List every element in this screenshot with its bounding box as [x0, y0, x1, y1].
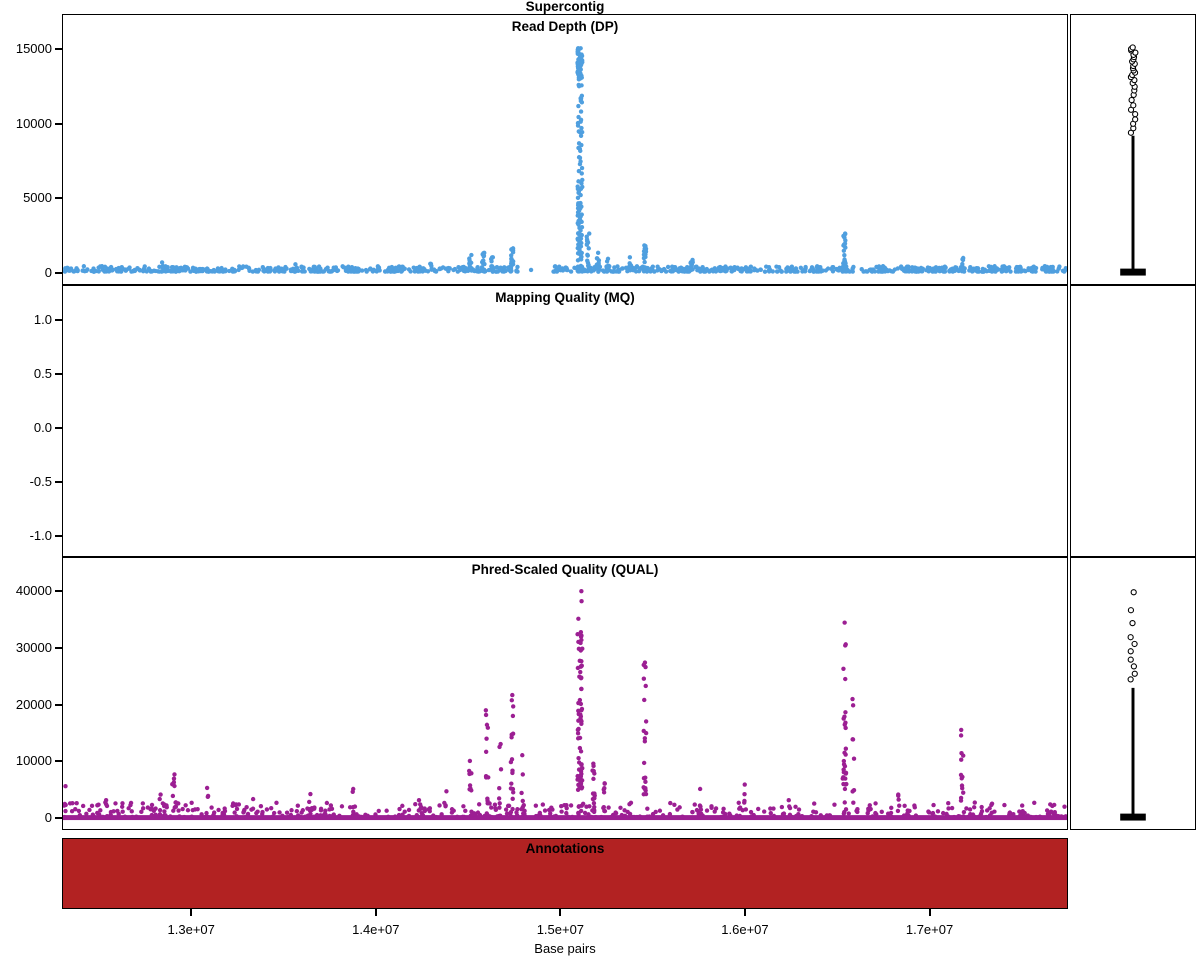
- y-tick: [55, 590, 62, 593]
- x-tick: [374, 909, 377, 916]
- mq-panel-title: Mapping Quality (MQ): [495, 290, 635, 305]
- x-tick: [928, 909, 931, 916]
- y-tick-label: 1.0: [33, 311, 52, 327]
- annotations-panel: [62, 838, 1068, 909]
- y-tick-label: 40000: [15, 583, 52, 599]
- y-tick-label: 0: [44, 265, 52, 280]
- y-tick: [55, 272, 62, 274]
- y-tick-label: 20000: [15, 696, 52, 712]
- x-axis-label: Base pairs: [534, 941, 596, 956]
- y-tick: [55, 197, 62, 200]
- y-tick: [55, 47, 62, 50]
- qual-plot-area: [62, 557, 1068, 830]
- mq-boxplot-area: [1070, 285, 1196, 557]
- x-tick-label: 1.3e+07: [167, 922, 215, 937]
- y-tick: [55, 372, 62, 375]
- mq-plot-area: [62, 285, 1068, 557]
- y-tick-label: 0.5: [33, 365, 52, 381]
- x-tick-label: 1.5e+07: [536, 922, 585, 937]
- y-tick: [55, 703, 62, 706]
- y-tick-label: 0.0: [33, 420, 52, 435]
- y-tick-label: 5000: [23, 190, 52, 206]
- y-tick: [55, 647, 62, 650]
- y-tick-label: 10000: [15, 115, 52, 131]
- y-tick-label: -0.5: [29, 474, 52, 490]
- y-tick: [55, 318, 62, 321]
- y-tick-label: 10000: [15, 753, 52, 769]
- figure-title: Supercontig: [525, 0, 605, 14]
- y-tick-label: -1.0: [29, 528, 52, 544]
- x-tick-label: 1.4e+07: [352, 922, 400, 937]
- x-tick-label: 1.6e+07: [721, 922, 769, 937]
- annotations-title: Annotations: [525, 841, 605, 856]
- y-tick: [55, 122, 62, 125]
- dp-panel-title: Read Depth (DP): [511, 19, 619, 34]
- y-tick-label: 15000: [15, 40, 52, 56]
- dp-boxplot-area: [1070, 14, 1196, 285]
- y-tick: [55, 427, 62, 429]
- y-tick-label: 30000: [15, 640, 52, 656]
- x-tick: [559, 909, 562, 916]
- dp-plot-area: [62, 14, 1068, 285]
- x-tick: [743, 909, 746, 916]
- qual-boxplot-area: [1070, 557, 1196, 830]
- qual-panel-title: Phred-Scaled Quality (QUAL): [471, 562, 659, 577]
- y-tick-label: 0: [44, 810, 52, 825]
- x-tick: [190, 909, 193, 916]
- x-tick-label: 1.7e+07: [905, 922, 954, 937]
- y-tick: [55, 760, 62, 763]
- y-tick: [55, 481, 62, 484]
- y-tick: [55, 817, 62, 819]
- y-tick: [55, 535, 62, 538]
